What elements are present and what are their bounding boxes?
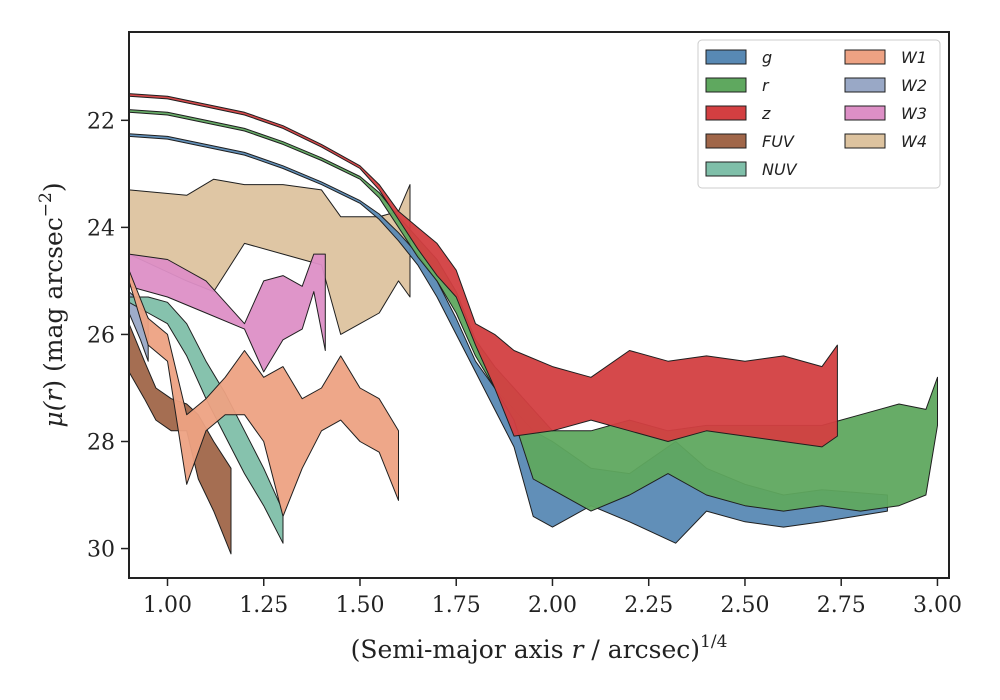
legend-label-w3: W3 <box>901 104 927 123</box>
plot-frame <box>128 31 950 579</box>
series-band-nuv <box>129 296 284 544</box>
x-tick-label: 3.00 <box>913 593 962 618</box>
series-band-w4 <box>129 178 411 335</box>
series-layer <box>129 93 938 555</box>
legend-label-nuv: NUV <box>762 160 798 179</box>
legend-label-g: g <box>762 48 772 67</box>
y-tick-label: 30 <box>87 538 115 563</box>
legend-frame <box>697 39 941 189</box>
x-tick-label: 1.50 <box>335 593 384 618</box>
series-band-z <box>129 93 838 448</box>
x-tick-label: 1.25 <box>239 593 288 618</box>
x-tick-label: 1.75 <box>432 593 481 618</box>
y-tick-label: 24 <box>87 216 115 241</box>
legend-label-w2: W2 <box>901 76 927 95</box>
y-axis: 22 24 26 28 30 <box>87 109 129 563</box>
legend-swatch-w3 <box>844 105 886 121</box>
legend-label-w4: W4 <box>901 132 927 151</box>
legend-label-fuv: FUV <box>762 132 795 151</box>
y-axis-title: μ(r) (mag arcsec−2) <box>36 182 68 427</box>
x-tick-label: 1.00 <box>143 593 192 618</box>
x-tick-label: 2.25 <box>624 593 673 618</box>
x-tick-label: 2.50 <box>720 593 769 618</box>
legend: grz FUV NUV W1 W2 W3 W4 <box>697 39 941 189</box>
series-band-w1 <box>129 269 399 517</box>
legend-swatch-g <box>705 49 747 65</box>
y-tick-label: 26 <box>87 323 115 348</box>
legend-swatch-nuv <box>705 161 747 177</box>
legend-label-z: z <box>761 104 771 123</box>
y-tick-label: 28 <box>87 431 115 456</box>
legend-swatch-z <box>705 105 747 121</box>
series-band-w3 <box>129 253 326 373</box>
legend-swatch-w4 <box>844 133 886 149</box>
x-tick-label: 2.75 <box>817 593 866 618</box>
x-axis: 1.00 1.25 1.50 1.75 2.00 2.25 2.50 2.75 3.00 <box>143 578 962 618</box>
legend-swatch-fuv <box>705 133 747 149</box>
legend-swatch-w1 <box>844 49 886 65</box>
legend-label-r: r <box>762 76 770 95</box>
legend-swatch-w2 <box>844 77 886 93</box>
legend-swatch-r <box>705 77 747 93</box>
legend-label-w1: W1 <box>901 48 927 67</box>
y-tick-label: 22 <box>87 109 115 134</box>
x-axis-title: (Semi-major axis r / arcsec)1/4 <box>351 632 728 664</box>
series-band-fuv <box>129 323 232 555</box>
x-tick-label: 2.00 <box>528 593 577 618</box>
